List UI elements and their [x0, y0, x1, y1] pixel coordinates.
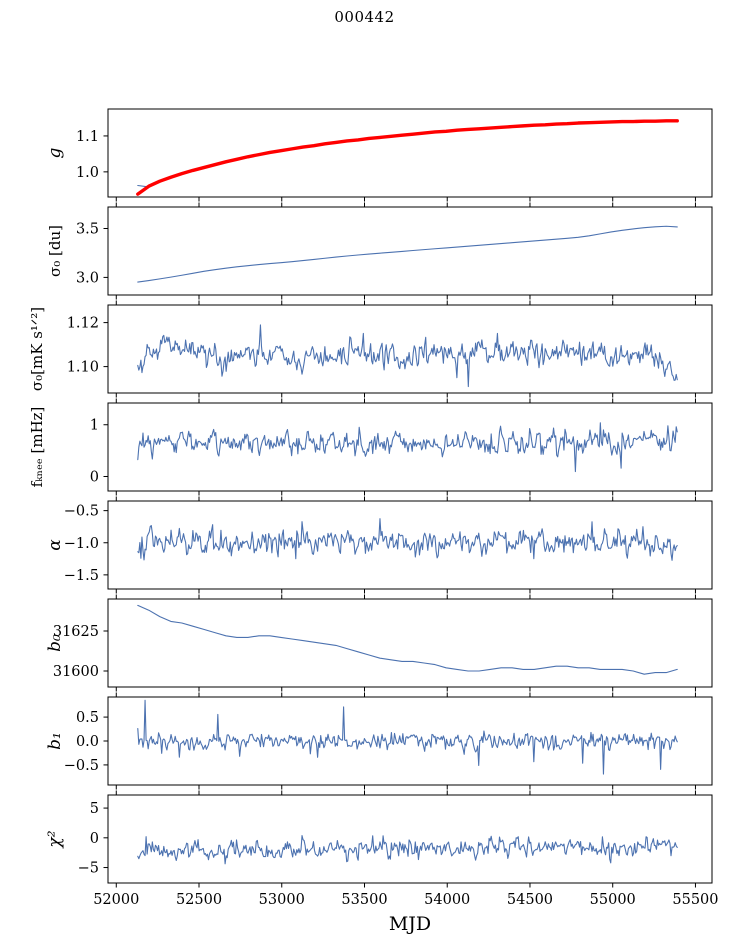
xticklabel-3: 53500 [341, 892, 387, 908]
yticklabel-b1-2: −0.5 [64, 758, 99, 774]
series-b0-data [137, 604, 678, 675]
ylabel-alpha: α [45, 539, 65, 551]
panel-frame-b0 [107, 598, 713, 688]
yticklabel-chi2-2: −5 [78, 861, 99, 877]
panel-sigma0-du: 3.5 3.0 σ₀ [du] [46, 202, 713, 300]
series-sigma0-du-data [137, 225, 678, 283]
panel-frame-gain [107, 108, 713, 198]
series-fknee-data [137, 422, 678, 473]
figure-title: 000442 [334, 8, 395, 26]
panel-b0: 31625 31600 b₀ [45, 594, 713, 692]
yticklabel-gain-1: 1.0 [76, 165, 99, 181]
panel-alpha: −0.5 −1.0 −1.5 α [45, 496, 713, 594]
ylabel-fknee: fₖₙₑₑ [mHz] [28, 407, 46, 488]
yticklabel-gain-0: 1.1 [76, 129, 99, 145]
xticklabel-7: 55500 [672, 892, 718, 908]
ylabel-gain: g [45, 147, 65, 158]
series-sigma0-mk-data [137, 324, 678, 388]
panel-frame-chi2 [107, 794, 713, 884]
xticklabel-4: 54000 [424, 892, 470, 908]
yticklabel-b1-0: 0.5 [76, 710, 99, 726]
yticklabel-sigma0-du-0: 3.5 [76, 222, 99, 238]
panel-frame-fknee [107, 402, 713, 492]
yticklabel-alpha-1: −1.0 [64, 536, 99, 552]
xticklabel-2: 53000 [259, 892, 305, 908]
series-gain-data [137, 120, 678, 188]
xticklabel-0: 52000 [93, 892, 139, 908]
panel-chi2: 5 0 −5 χ² [45, 790, 713, 888]
yticklabel-fknee-0: 1 [90, 418, 99, 434]
panel-sigma0-mk: 1.12 1.10 σ₀[mK s¹ᐟ²] [28, 300, 713, 398]
panel-fknee: 1 0 fₖₙₑₑ [mHz] [28, 398, 713, 496]
ylabel-sigma0-mk: σ₀[mK s¹ᐟ²] [28, 307, 46, 391]
panel-frame-b1 [107, 696, 713, 786]
yticklabel-b1-1: 0.0 [76, 734, 99, 750]
xticklabel-6: 55000 [590, 892, 636, 908]
yticklabel-alpha-0: −0.5 [64, 504, 99, 520]
panel-b1: 0.5 0.0 −0.5 b₁ [45, 692, 713, 790]
series-gain-fit [136, 119, 679, 196]
xticklabel-1: 52500 [176, 892, 222, 908]
xaxis-label: MJD [389, 913, 431, 935]
panel-gain: 1.1 1.0 g [45, 108, 713, 202]
yticklabel-alpha-2: −1.5 [64, 568, 99, 584]
yticklabel-fknee-1: 0 [90, 470, 99, 486]
panel-frame-alpha [107, 500, 713, 590]
series-b1-data [137, 699, 678, 775]
ylabel-b1: b₁ [45, 732, 65, 750]
yticklabel-b0-0: 31625 [53, 624, 99, 640]
yticklabel-b0-1: 31600 [53, 664, 99, 680]
yticklabel-chi2-0: 5 [90, 801, 99, 817]
ylabel-sigma0-du: σ₀ [du] [46, 225, 64, 277]
ylabel-b0: b₀ [45, 634, 65, 652]
series-chi2-data [137, 835, 678, 865]
panel-frame-sigma0-mk [107, 304, 713, 394]
series-alpha-data [137, 518, 678, 561]
yticklabel-sigma0-mk-1: 1.10 [67, 360, 99, 376]
yticklabel-sigma0-du-1: 3.0 [76, 270, 99, 286]
xticklabel-5: 54500 [507, 892, 553, 908]
panel-frame-sigma0-du [107, 206, 713, 296]
yticklabel-sigma0-mk-0: 1.12 [67, 316, 99, 332]
ylabel-chi2: χ² [45, 830, 65, 848]
yticklabel-chi2-1: 0 [90, 831, 99, 847]
